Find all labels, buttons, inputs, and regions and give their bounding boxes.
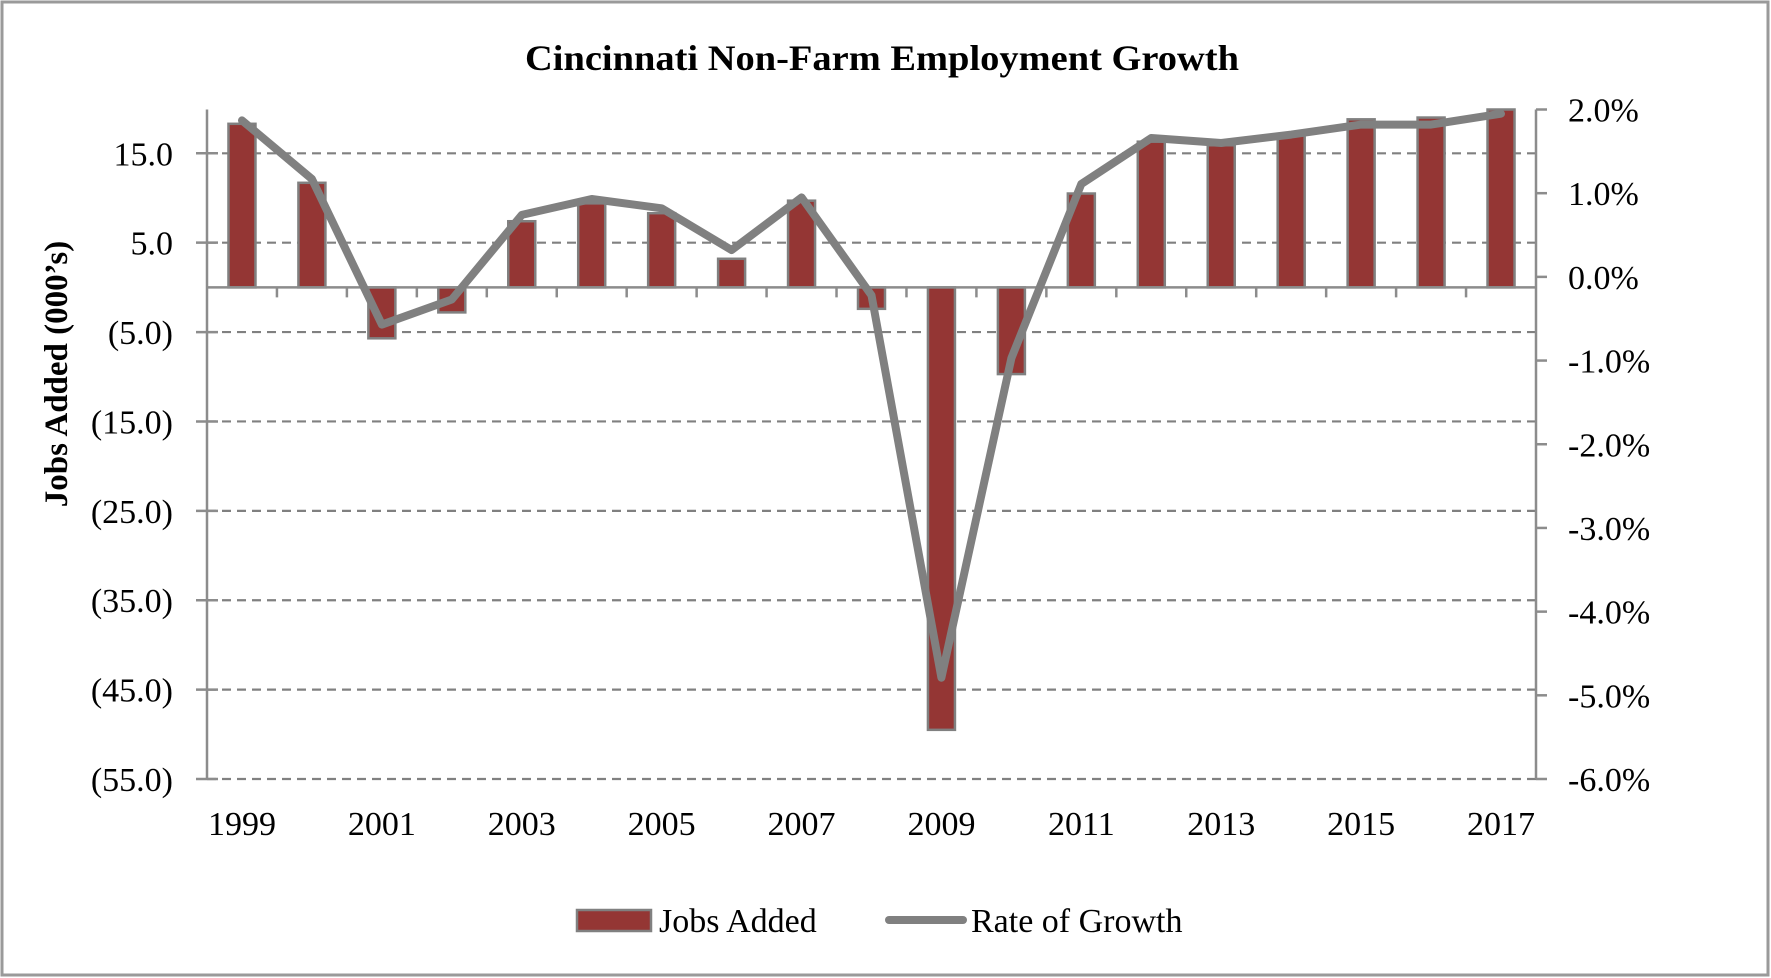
left-tick-label: (15.0) xyxy=(91,404,173,441)
right-tick-label: 2.0% xyxy=(1568,93,1639,130)
x-tick-label: 2003 xyxy=(488,806,556,843)
x-tick-label: 2009 xyxy=(907,806,975,843)
bar-2015 xyxy=(1346,118,1376,289)
chart-title: Cincinnati Non-Farm Employment Growth xyxy=(525,38,1239,78)
right-tick-label: -6.0% xyxy=(1568,762,1650,799)
x-tick-label: 1999 xyxy=(208,806,276,843)
line-series-rate-of-growth xyxy=(238,109,1505,682)
legend: Jobs Added Rate of Growth xyxy=(575,903,1183,940)
x-tick-label: 2015 xyxy=(1327,806,1395,843)
right-tick-label: -3.0% xyxy=(1568,511,1650,548)
legend-item-rate-of-growth[interactable]: Rate of Growth xyxy=(885,903,1183,940)
bar-2017 xyxy=(1486,108,1516,289)
bar-2011 xyxy=(1066,192,1097,289)
x-tick-label: 2005 xyxy=(628,806,696,843)
right-tick-label: -2.0% xyxy=(1568,427,1650,464)
x-axis-labels: 1999 2001 2003 2005 2007 2009 2011 2013 2015 2017 xyxy=(208,806,1535,843)
legend-label-jobs-added: Jobs Added xyxy=(659,903,817,940)
x-tick-label: 2011 xyxy=(1048,806,1115,843)
bar-2016 xyxy=(1416,116,1446,289)
x-tick-label: 2017 xyxy=(1467,806,1535,843)
right-tick-label: 1.0% xyxy=(1568,176,1639,213)
x-tick-label: 2013 xyxy=(1187,806,1255,843)
axes xyxy=(196,108,1547,781)
left-tick-label: (35.0) xyxy=(91,583,173,620)
left-axis-labels: 15.0 5.0 (5.0) (15.0) (25.0) (35.0) (45.0) (55.… xyxy=(91,136,173,799)
left-tick-label: 15.0 xyxy=(114,136,174,173)
right-tick-label: -1.0% xyxy=(1568,344,1650,381)
bar-2006 xyxy=(716,257,747,289)
bar-2005 xyxy=(646,211,677,289)
x-tick-label: 2001 xyxy=(348,806,416,843)
right-tick-label: 0.0% xyxy=(1568,260,1639,297)
left-tick-label: (45.0) xyxy=(91,673,173,710)
left-tick-label: (5.0) xyxy=(108,315,173,352)
bar-2014 xyxy=(1276,134,1306,289)
left-tick-label: (55.0) xyxy=(91,762,173,799)
right-tick-label: -5.0% xyxy=(1568,678,1650,715)
legend-swatch-bar xyxy=(575,908,653,933)
bar-1999 xyxy=(227,122,257,289)
bar-2013 xyxy=(1206,144,1236,289)
legend-label-rate-of-growth: Rate of Growth xyxy=(971,903,1183,940)
legend-item-jobs-added[interactable]: Jobs Added xyxy=(575,903,817,940)
left-tick-label: 5.0 xyxy=(131,226,174,263)
right-tick-label: -4.0% xyxy=(1568,595,1650,632)
left-tick-label: (25.0) xyxy=(91,494,173,531)
right-axis-labels: 2.0% 1.0% 0.0% -1.0% -2.0% -3.0% -4.0% -5.0% -6.… xyxy=(1568,93,1650,800)
x-tick-label: 2007 xyxy=(768,806,836,843)
bar-2012 xyxy=(1136,140,1167,289)
gridlines xyxy=(207,152,1536,781)
y-axis-title: Jobs Added (000’s) xyxy=(39,241,75,508)
bar-2004 xyxy=(576,202,607,289)
